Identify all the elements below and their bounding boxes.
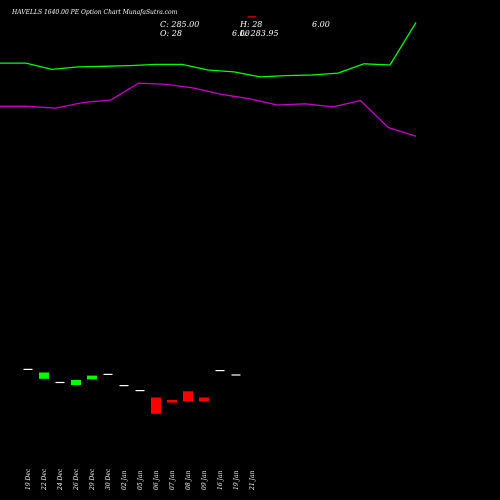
chart-title: HAVELLS 1640.00 PE Option Chart MunafaSu… <box>12 9 178 16</box>
high-value: H: 28 <box>240 20 263 29</box>
low-overlap-text: 6.00 <box>232 29 250 38</box>
x-tick-label: 22 Dec <box>41 468 48 490</box>
close-value: C: 285.00 <box>160 20 200 29</box>
x-tick-label: 02 Jan <box>121 470 128 490</box>
candle <box>103 373 113 375</box>
x-tick-label: 30 Dec <box>105 468 112 490</box>
x-tick-label: 19 Jan <box>233 470 240 490</box>
low-value: L: 283.95 <box>240 29 279 38</box>
x-tick-label: 05 Jan <box>137 470 144 490</box>
candle <box>247 16 257 18</box>
high-value-tail: 6.00 <box>312 20 330 29</box>
candle <box>119 385 129 387</box>
candle <box>231 374 241 376</box>
candlesticks <box>23 16 257 414</box>
x-tick-label: 08 Jan <box>185 470 192 490</box>
candle <box>55 381 65 384</box>
candle <box>135 390 145 392</box>
x-tick-label: 26 Dec <box>73 468 80 490</box>
x-tick-label: 09 Jan <box>201 470 208 490</box>
indicator-line-1 <box>0 22 417 78</box>
indicator-line-2 <box>0 82 417 137</box>
x-tick-label: 06 Jan <box>153 470 160 490</box>
x-tick-label: 07 Jan <box>169 470 176 490</box>
indicator-bands <box>0 22 417 137</box>
x-tick-label: 21 Jan <box>249 470 256 490</box>
candle <box>71 380 81 385</box>
x-tick-label: 24 Dec <box>57 468 64 490</box>
x-tick-label: 16 Jan <box>217 470 224 490</box>
candle <box>215 370 225 372</box>
candle <box>39 372 49 379</box>
candle <box>199 397 209 402</box>
candle <box>167 400 177 403</box>
candle <box>23 368 33 370</box>
x-tick-label: 29 Dec <box>89 468 96 490</box>
candle <box>151 397 161 414</box>
x-tick-label: 19 Dec <box>25 468 32 490</box>
candle <box>183 391 193 402</box>
open-value: O: 28 <box>160 29 182 38</box>
candle <box>87 375 97 380</box>
